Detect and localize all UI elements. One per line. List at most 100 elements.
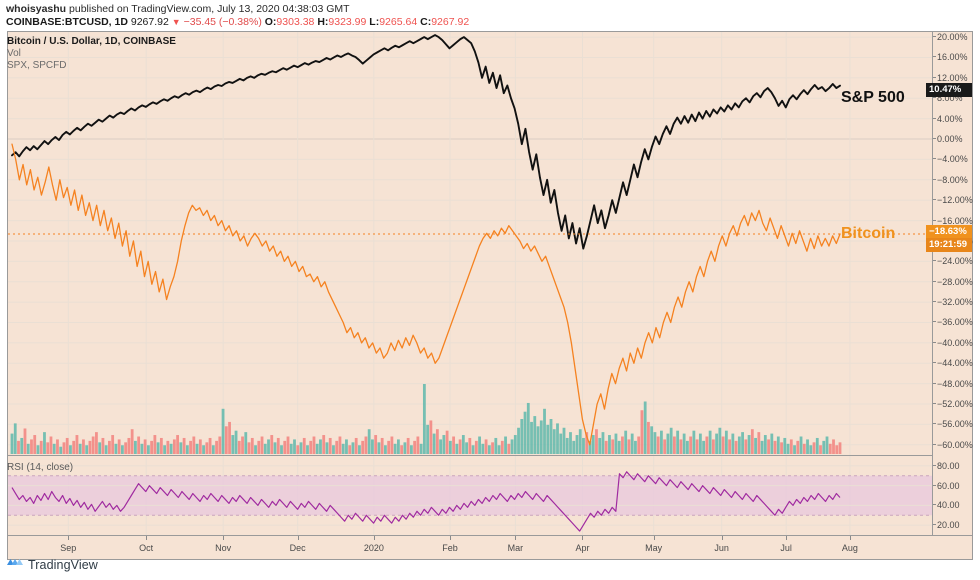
symbol-name: COINBASE:BTCUSD, 1D (6, 16, 128, 28)
time-axis-tick-mark (68, 536, 70, 540)
price-axis-tick: −16.00% (933, 216, 973, 226)
axis-tick-mark (933, 97, 936, 99)
price-axis-tick: −24.00% (933, 256, 973, 266)
axis-tick-mark (933, 443, 936, 445)
time-axis-tick: Apr (575, 543, 590, 553)
price-axis-tick: −32.00% (933, 297, 973, 307)
price-axis-tick: −12.00% (933, 195, 973, 205)
last-price: 9267.92 (130, 16, 169, 28)
rsi-axis-tick: 60.00 (933, 481, 960, 491)
axis-tick-mark (933, 117, 936, 119)
symbol-quote-bar: COINBASE:BTCUSD, 1D 9267.92 ▼ −35.45 (−0… (6, 16, 469, 29)
axis-tick-mark (933, 178, 936, 180)
price-axis-tick: 4.00% (933, 114, 963, 124)
price-axis-tick: 16.00% (933, 52, 968, 62)
bitcoin-price-badge: −18.63% (926, 225, 972, 239)
price-axis-tick: 12.00% (933, 73, 968, 83)
main-price-pane[interactable] (8, 32, 932, 455)
price-axis-tick: −36.00% (933, 317, 973, 327)
publish-header: whoisyashu published on TradingView.com,… (6, 3, 350, 16)
axis-tick-mark (933, 260, 936, 262)
axis-tick-mark (933, 504, 936, 506)
axis-tick-mark (933, 138, 936, 140)
axis-tick-mark (933, 219, 936, 221)
price-axis-tick: −52.00% (933, 399, 973, 409)
price-axis-tick: 0.00% (933, 134, 963, 144)
time-axis-tick-mark (786, 536, 788, 540)
price-axis-tick: −4.00% (933, 154, 968, 164)
author-name: whoisyashu (6, 3, 67, 15)
price-axis-tick: −28.00% (933, 277, 973, 287)
price-axis-tick: −56.00% (933, 419, 973, 429)
axis-tick-mark (933, 423, 936, 425)
high-label: H: (317, 16, 329, 28)
publish-info: published on TradingView.com, July 13, 2… (69, 3, 350, 15)
spx-price-badge: 10.47% (926, 83, 972, 97)
axis-tick-mark (933, 382, 936, 384)
time-axis[interactable]: Sep Oct Nov Dec 2020 Feb Mar Apr May Jun Jul Aug (7, 536, 973, 560)
bitcoin-series-label: Bitcoin (841, 225, 896, 242)
time-axis-tick-mark (582, 536, 584, 540)
time-axis-tick: Jun (714, 543, 729, 553)
low-label: L: (369, 16, 380, 28)
axis-tick-mark (933, 362, 936, 364)
time-axis-tick: Aug (841, 543, 858, 553)
chart-frame[interactable]: 20.00% 16.00% 12.00% 8.00% 4.00% 0.00% −4.00% −… (7, 31, 973, 536)
time-axis-tick-mark (373, 536, 375, 540)
axis-tick-mark (933, 321, 936, 323)
price-axis-tick: −44.00% (933, 358, 973, 368)
price-axis-tick: −60.00% (933, 440, 973, 450)
time-axis-tick: Mar (507, 543, 524, 553)
axis-tick-mark (933, 464, 936, 466)
price-axis[interactable]: 20.00% 16.00% 12.00% 8.00% 4.00% 0.00% −4.00% −… (933, 32, 973, 535)
time-axis-tick-mark (297, 536, 299, 540)
axis-tick-mark (933, 341, 936, 343)
axis-tick-mark (933, 484, 936, 486)
axis-tick-mark (933, 301, 936, 303)
price-axis-tick: −48.00% (933, 379, 973, 389)
open-label: O: (264, 16, 277, 28)
axis-tick-mark (933, 199, 936, 201)
time-axis-tick-mark (146, 536, 148, 540)
axis-tick-mark (933, 524, 936, 526)
time-axis-tick: Feb (442, 543, 458, 553)
time-axis-tick: 2020 (363, 543, 384, 553)
main-pane-svg (8, 32, 932, 455)
time-axis-tick: Nov (215, 543, 232, 553)
time-axis-tick: Jul (780, 543, 792, 553)
time-axis-tick-mark (721, 536, 723, 540)
price-axis-tick: 8.00% (933, 93, 963, 103)
time-axis-tick: Dec (289, 543, 306, 553)
time-axis-tick-mark (223, 536, 225, 540)
close-value: 9267.92 (431, 16, 470, 28)
time-axis-tick-mark (653, 536, 655, 540)
spx-series-label: S&P 500 (841, 89, 905, 106)
time-axis-tick-mark (450, 536, 451, 540)
rsi-pane-svg (8, 456, 932, 535)
tradingview-logo-icon (6, 556, 23, 574)
axis-separator (932, 32, 933, 535)
pane-separator (8, 455, 932, 456)
rsi-legend: RSI (14, close) (7, 462, 74, 473)
rsi-axis-tick: 20.00 (933, 520, 960, 530)
axis-tick-mark (933, 280, 936, 282)
time-axis-tick: Sep (60, 543, 77, 553)
rsi-pane[interactable] (8, 456, 932, 535)
low-value: 9265.64 (379, 16, 418, 28)
time-axis-tick: May (645, 543, 663, 553)
time-axis-tick-mark (515, 536, 517, 540)
axis-tick-mark (933, 36, 936, 38)
open-value: 9303.38 (276, 16, 315, 28)
rsi-axis-tick: 80.00 (933, 461, 960, 471)
time-axis-tick: Oct (139, 543, 154, 553)
price-axis-tick: −8.00% (933, 175, 968, 185)
countdown-badge: 19:21:59 (926, 238, 972, 252)
high-value: 9323.99 (328, 16, 367, 28)
axis-tick-mark (933, 158, 936, 160)
price-axis-tick: −40.00% (933, 338, 973, 348)
price-axis-tick: 20.00% (933, 32, 968, 42)
footer-brand: TradingView (6, 556, 98, 574)
tradingview-wordmark: TradingView (28, 558, 98, 572)
price-change: −35.45 (−0.38%) (183, 16, 262, 28)
